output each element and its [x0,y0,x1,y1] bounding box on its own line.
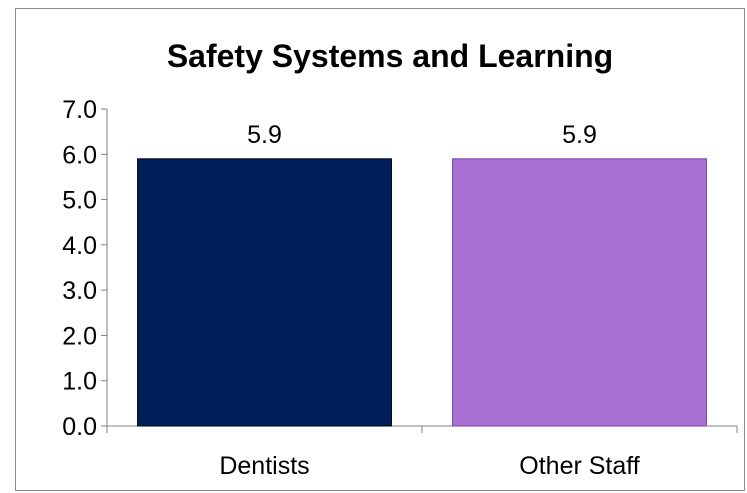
y-tick-label: 6.0 [62,141,97,169]
y-tick-label: 5.0 [62,187,97,215]
x-category-label: Dentists [219,452,309,480]
y-tick-label: 7.0 [62,96,97,124]
bar-other-staff [452,158,707,427]
x-category-label: Other Staff [519,452,639,480]
data-label: 5.9 [247,121,282,149]
y-axis: 0.0 1.0 2.0 3.0 4.0 5.0 6.0 7.0 [62,96,108,441]
chart-title: Safety Systems and Learning [167,38,613,74]
y-tick-label: 2.0 [62,322,97,350]
y-tick-label: 4.0 [62,232,97,260]
bar-dentists [137,158,392,427]
data-labels: 5.9 5.9 [247,121,597,149]
x-axis: Dentists Other Staff [106,425,738,480]
data-label: 5.9 [562,121,597,149]
y-tick-label: 3.0 [62,277,97,305]
y-tick-label: 0.0 [62,413,97,441]
y-tick-label: 1.0 [62,368,97,396]
bars [137,158,707,427]
